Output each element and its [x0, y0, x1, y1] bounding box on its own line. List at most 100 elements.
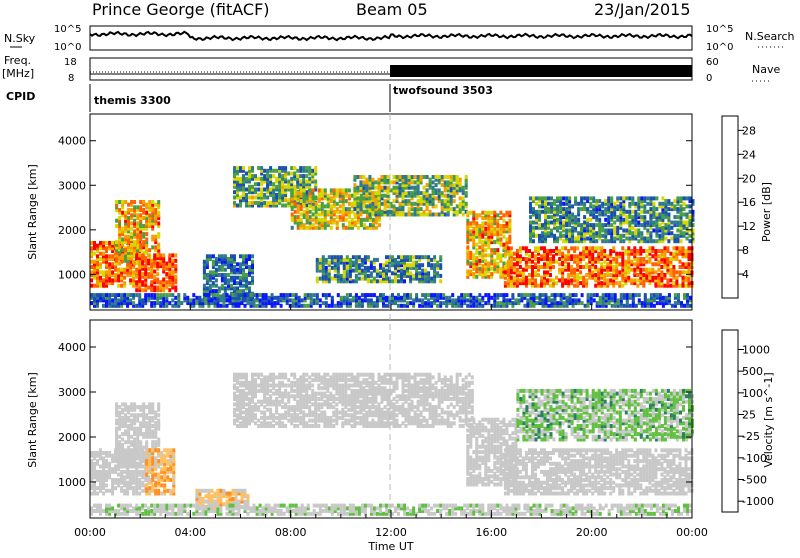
power-cell: [469, 251, 472, 255]
power-cell: [519, 246, 522, 250]
power-cell: [655, 213, 658, 217]
power-cell: [676, 221, 679, 225]
power-cell: [275, 169, 278, 173]
power-cell: [251, 254, 254, 258]
power-cell: [117, 298, 120, 302]
power-cell: [496, 293, 499, 297]
power-cell: [412, 261, 415, 265]
power-cell: [633, 262, 636, 266]
noise-panel-frame: [90, 26, 692, 50]
power-cell: [233, 286, 236, 290]
power-cell: [294, 188, 297, 192]
power-cell: [361, 293, 364, 297]
power-cell: [631, 210, 634, 214]
power-cell: [402, 175, 405, 179]
power-cell: [230, 276, 233, 280]
power-cell: [312, 194, 315, 198]
power-cell: [680, 196, 683, 200]
power-cell: [293, 185, 296, 189]
power-cell: [139, 205, 142, 209]
velocity-cell: [130, 419, 133, 423]
power-cell: [382, 263, 385, 267]
freq-label-2: [MHz]: [2, 67, 34, 80]
power-cell: [549, 278, 552, 282]
power-cell: [481, 240, 484, 244]
power-cell: [189, 298, 192, 302]
power-cell: [433, 293, 436, 297]
power-cell: [568, 229, 571, 233]
power-cell: [478, 213, 481, 217]
power-cell: [475, 221, 478, 225]
noise-left-tick-bottom: 10^0: [54, 42, 81, 53]
power-cell: [596, 293, 599, 297]
power-cell: [638, 298, 641, 302]
power-cell: [510, 276, 513, 280]
power-cell: [334, 255, 337, 259]
power-cell: [478, 224, 481, 228]
power-cell: [226, 304, 229, 308]
power-cell: [118, 251, 121, 255]
power-cell: [565, 196, 568, 200]
power-cell: [592, 204, 595, 208]
power-cell: [475, 243, 478, 247]
power-cell: [138, 253, 141, 257]
cpid-label: CPID: [6, 90, 35, 103]
power-cell: [408, 199, 411, 203]
power-cell: [374, 186, 377, 190]
power-cell: [688, 246, 691, 250]
power-cell: [400, 304, 403, 308]
power-cell: [280, 304, 283, 308]
power-cell: [663, 284, 666, 288]
power-cell: [430, 258, 433, 262]
power-cell: [459, 196, 462, 200]
power-cell: [415, 255, 418, 259]
power-cell: [174, 253, 177, 257]
cpid-program-1: themis 3300: [94, 94, 171, 107]
power-cell: [618, 262, 621, 266]
power-cell: [679, 270, 682, 274]
power-cell: [475, 248, 478, 252]
power-cell: [348, 194, 351, 198]
power-cell: [594, 265, 597, 269]
power-cell: [141, 288, 144, 292]
power-cell: [297, 191, 300, 195]
power-cell: [306, 207, 309, 211]
power-cell: [421, 293, 424, 297]
power-cell: [484, 227, 487, 231]
power-cell: [537, 284, 540, 288]
power-cell: [559, 196, 562, 200]
power-cell: [465, 175, 468, 179]
power-cell: [607, 239, 610, 243]
power-cell: [242, 289, 245, 293]
power-cell: [145, 237, 148, 241]
power-cell: [277, 296, 280, 300]
power-cell: [645, 260, 648, 264]
power-cell: [683, 213, 686, 217]
power-cell: [624, 249, 627, 253]
power-cell: [564, 254, 567, 258]
velocity-cell: [99, 465, 102, 469]
power-cell: [664, 223, 667, 227]
power-cell: [111, 278, 114, 282]
power-cell: [436, 271, 439, 275]
power-cell: [517, 298, 520, 302]
power-cell: [379, 293, 382, 297]
power-cell: [144, 293, 147, 297]
power-cell: [616, 215, 619, 219]
power-cell: [683, 202, 686, 206]
power-cell: [307, 293, 310, 297]
power-cell: [541, 196, 544, 200]
velocity-cell: [141, 481, 144, 485]
power-cell: [105, 246, 108, 250]
power-cell: [438, 175, 441, 179]
power-cell: [174, 296, 177, 300]
power-cell: [565, 207, 568, 211]
power-cell: [535, 210, 538, 214]
power-cell: [575, 293, 578, 297]
power-cell: [573, 254, 576, 258]
power-cell: [156, 272, 159, 276]
power-cell: [111, 270, 114, 274]
power-cell: [224, 286, 227, 290]
power-cell: [661, 226, 664, 230]
